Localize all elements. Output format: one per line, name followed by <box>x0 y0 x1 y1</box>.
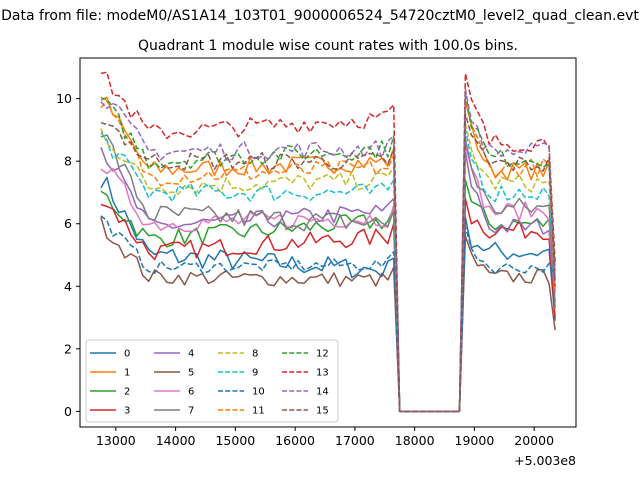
y-axis: 0 2 4 6 8 10 <box>56 91 80 419</box>
series-line-9 <box>100 129 556 413</box>
series-line-12 <box>100 91 556 413</box>
legend-label-12: 12 <box>316 349 329 360</box>
legend-label-1: 1 <box>124 368 130 379</box>
x-offset-label: +5.003e8 <box>514 453 576 468</box>
series-line-1 <box>100 96 556 413</box>
x-tick-label: 20000 <box>514 433 554 448</box>
legend-label-6: 6 <box>188 387 194 398</box>
legend-label-10: 10 <box>252 387 265 398</box>
series-line-0 <box>100 176 556 413</box>
y-tick-label: 0 <box>64 404 72 419</box>
series-line-13 <box>100 71 556 413</box>
y-tick-label: 2 <box>64 341 72 356</box>
legend-label-4: 4 <box>188 349 194 360</box>
legend-label-7: 7 <box>188 406 194 417</box>
x-tick-label: 16000 <box>275 433 315 448</box>
series-line-10 <box>100 215 556 413</box>
legend-label-2: 2 <box>124 387 130 398</box>
series-line-15 <box>100 113 556 413</box>
y-tick-label: 10 <box>56 91 72 106</box>
legend-label-0: 0 <box>124 349 130 360</box>
x-tick-label: 18000 <box>395 433 435 448</box>
series-line-5 <box>100 216 556 413</box>
legend-label-14: 14 <box>316 387 329 398</box>
x-tick-label: 14000 <box>156 433 196 448</box>
x-tick-label: 19000 <box>455 433 495 448</box>
axes-frame <box>79 57 577 428</box>
y-tick-label: 4 <box>64 279 72 294</box>
legend-label-13: 13 <box>316 368 329 379</box>
y-tick-label: 8 <box>64 154 72 169</box>
x-tick-label: 17000 <box>335 433 375 448</box>
series-line-7 <box>100 134 556 413</box>
legend-label-5: 5 <box>188 368 194 379</box>
axes-title: Quadrant 1 module wise count rates with … <box>138 38 518 54</box>
series-line-14 <box>100 88 556 413</box>
x-tick-label: 15000 <box>215 433 255 448</box>
series-line-3 <box>100 197 556 413</box>
x-axis: 13000 14000 15000 16000 17000 18000 19000 20000 <box>96 427 554 448</box>
legend-label-15: 15 <box>316 406 329 417</box>
y-tick-label: 6 <box>64 216 72 231</box>
series-line-11 <box>100 99 556 413</box>
x-tick-label: 13000 <box>96 433 136 448</box>
legend-frame <box>85 339 339 423</box>
legend-label-8: 8 <box>252 349 258 360</box>
legend-label-11: 11 <box>252 406 265 417</box>
legend-label-3: 3 <box>124 406 130 417</box>
legend-label-9: 9 <box>252 368 258 379</box>
series-layer <box>100 71 556 413</box>
series-line-2 <box>100 179 556 413</box>
figure-suptitle: Data from file: modeM0/AS1A14_103T01_900… <box>1 8 639 24</box>
